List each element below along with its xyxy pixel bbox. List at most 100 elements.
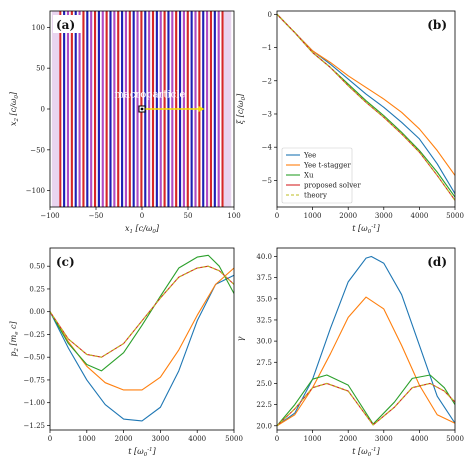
y-tick-label: −4 <box>262 144 273 152</box>
x-axis-label-part: t [ω <box>352 447 368 456</box>
x-axis-label-part: -1 <box>371 447 376 453</box>
y-tick-label: −1.00 <box>24 399 45 407</box>
panel-letter-bg <box>53 15 82 33</box>
x-tick-label: 3000 <box>151 435 169 443</box>
x-tick-label: 0 <box>140 212 144 220</box>
y-axis-label: γ <box>236 336 245 341</box>
field-stripe <box>86 11 89 207</box>
field-stripe <box>136 11 139 207</box>
x-tick-label: 0 <box>275 212 279 220</box>
y-tick-label: 0.00 <box>29 308 45 316</box>
y-tick-label: 40.0 <box>256 253 272 261</box>
x-axis-label-part: -1 <box>371 224 376 230</box>
macroparticle-label: macroparticle <box>114 90 185 101</box>
series-line-0 <box>277 255 455 427</box>
panel-a: macroparticle−100 −50 0 50 100−100−50050100x… <box>9 10 241 235</box>
x-axis-label-part: 0 <box>368 229 372 235</box>
x-tick-label: 4000 <box>188 435 206 443</box>
x-tick-label: 1000 <box>304 212 322 220</box>
field-fade-right <box>223 11 232 207</box>
y-axis-label-part: 2 <box>14 117 20 122</box>
field-stripe <box>90 11 93 207</box>
series-line-3 <box>277 382 455 427</box>
y-tick-label: 22.5 <box>256 401 272 409</box>
y-tick-label: 37.5 <box>256 274 272 282</box>
field-stripe <box>97 11 100 207</box>
x-axis-label: t [ω0-1] <box>352 224 380 235</box>
field-stripe <box>78 11 81 207</box>
series-line-Yee-t-stagger <box>277 13 455 176</box>
legend-entry: Xu <box>304 172 314 180</box>
x-axis-label-part: ] <box>155 224 160 233</box>
x-tick-label: 2000 <box>339 212 357 220</box>
x-tick-label: 5000 <box>446 435 464 443</box>
x-tick-label: 2000 <box>115 435 133 443</box>
series-line-4 <box>50 265 234 358</box>
y-tick-label: 50 <box>36 65 45 73</box>
x-tick-label: 50 <box>184 212 193 220</box>
y-tick-label: 0 <box>268 11 272 19</box>
x-axis-label: x1 [c/ω0] <box>125 224 160 235</box>
field-stripe <box>113 11 116 207</box>
series-line-0 <box>50 274 234 422</box>
field-stripe <box>221 11 224 207</box>
x-tick-label: 0 <box>275 435 279 443</box>
x-tick-label: −50 <box>89 212 104 220</box>
x-tick-label: 4000 <box>410 435 428 443</box>
field-stripe <box>124 11 128 207</box>
x-tick-label: 1000 <box>304 435 322 443</box>
y-axis-label-part: c] <box>9 320 18 331</box>
y-tick-label: 32.5 <box>256 316 272 324</box>
panel-letter: (d) <box>427 255 447 269</box>
y-tick-label: −50 <box>30 146 45 154</box>
x-axis-label-part: 1 <box>130 229 134 235</box>
field-stripe <box>101 11 104 207</box>
y-tick-label: 20.0 <box>256 422 272 430</box>
y-tick-label: 35.0 <box>256 295 272 303</box>
plot-area <box>277 13 455 201</box>
y-tick-label: −0.25 <box>24 331 45 339</box>
field-stripe <box>128 11 131 207</box>
y-axis-label: p2 [me c] <box>9 320 20 356</box>
field-stripe <box>74 11 77 207</box>
plot-area <box>51 11 232 207</box>
x-axis-label-part: x <box>125 224 130 233</box>
series-line-1 <box>277 296 455 427</box>
plot-area <box>277 255 455 427</box>
field-stripe <box>66 11 70 207</box>
x-tick-label: 5000 <box>446 212 464 220</box>
y-axis-label: x2 [c/ω0] <box>9 91 20 126</box>
y-tick-label: −1.25 <box>24 422 45 430</box>
series-line-4 <box>277 382 455 427</box>
x-axis-label-part: 0 <box>144 452 148 458</box>
panel-c: 0 1000 2000 3000 4000 5000 0.50 0.25 0.00 −0.25 −0… <box>9 247 243 458</box>
x-tick-label: 3000 <box>375 212 393 220</box>
x-tick-label: 5000 <box>225 435 243 443</box>
x-tick-label: 0 <box>48 435 52 443</box>
y-tick-label: −2 <box>262 77 272 85</box>
x-axis-label-part: t [ω <box>128 447 144 456</box>
y-tick-label: 100 <box>32 24 45 32</box>
legend-box <box>281 147 353 204</box>
legend-entry: Yee t-stagger <box>303 162 351 170</box>
y-tick-label: 0.25 <box>29 285 45 293</box>
y-axis-label-part: γ <box>236 336 245 341</box>
y-tick-label: 0.50 <box>29 263 45 271</box>
y-tick-label: −0.75 <box>24 376 45 384</box>
x-tick-label: 2000 <box>339 435 357 443</box>
series-line-1 <box>50 267 234 391</box>
y-tick-label: 27.5 <box>256 359 272 367</box>
y-axis-label-part: e <box>14 331 20 335</box>
macroparticle-dot <box>140 107 144 111</box>
field-stripe <box>117 11 120 207</box>
field-stripe <box>213 11 216 207</box>
y-tick-label: 25.0 <box>256 380 272 388</box>
y-axis-label-part: 0 <box>14 95 20 99</box>
x-axis-label-part: ] <box>152 447 157 456</box>
y-axis-label-part: ξ [c/ω <box>236 100 245 124</box>
x-axis-label: t [ω0-1] <box>128 447 156 458</box>
panel-letter: (a) <box>56 18 75 32</box>
y-tick-label: −1 <box>262 44 272 52</box>
plot-area <box>50 254 234 422</box>
